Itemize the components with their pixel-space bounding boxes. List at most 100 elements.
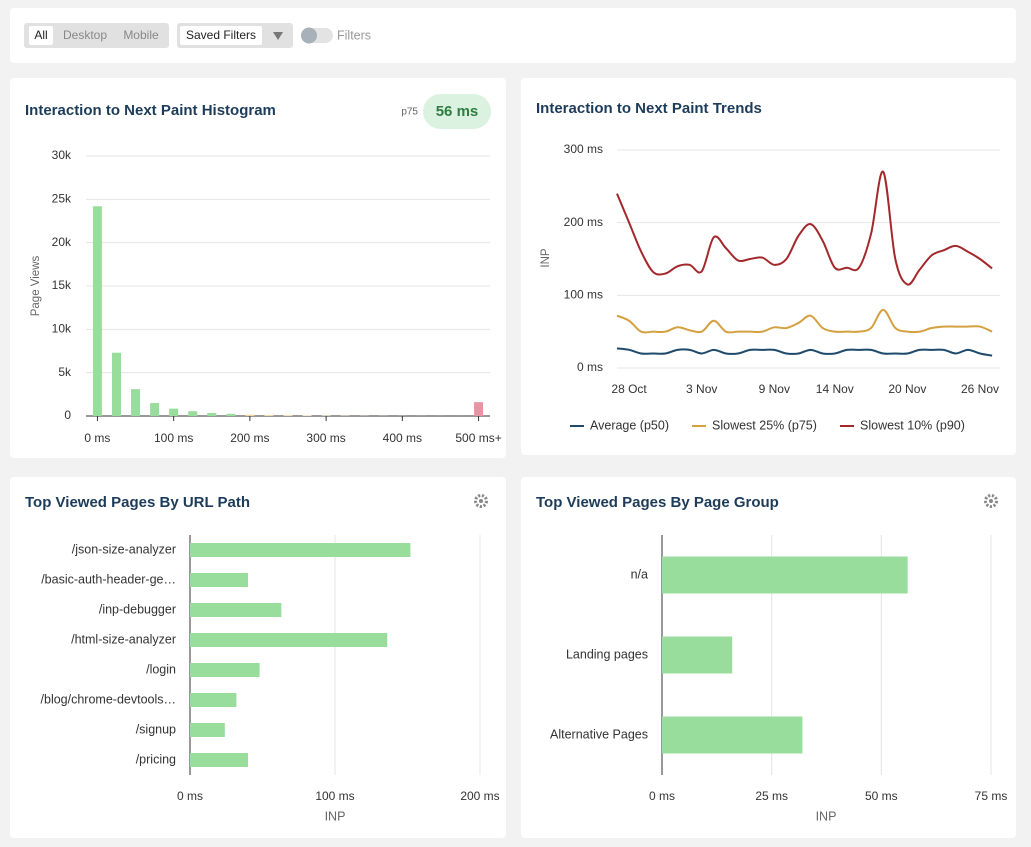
x-tick-label: 28 Oct	[611, 382, 647, 396]
bar	[226, 413, 236, 416]
x-tick-label: 75 ms	[975, 789, 1008, 803]
y-tick-label: 0 ms	[577, 360, 603, 374]
bar	[92, 206, 102, 416]
y-tick-label: Landing pages	[566, 647, 648, 661]
settings-icon[interactable]	[474, 494, 488, 508]
filters-label[interactable]: Filters	[337, 28, 371, 42]
x-tick-label: 3 Nov	[686, 382, 717, 396]
x-tick-label: 300 ms	[306, 431, 345, 445]
legend-label: Slowest 10% (p90)	[860, 418, 965, 432]
saved-filters-label[interactable]: Saved Filters	[186, 28, 256, 42]
gear[interactable]	[984, 494, 998, 508]
x-tick-label: 200 ms	[460, 789, 499, 803]
card	[521, 78, 1016, 455]
y-tick-label: 5k	[58, 365, 72, 379]
legend-label: Slowest 25% (p75)	[712, 418, 817, 432]
bar	[188, 411, 198, 416]
bar	[169, 408, 179, 416]
y-tick-label: 100 ms	[564, 288, 603, 302]
bar	[150, 403, 160, 416]
x-axis-label: INP	[816, 809, 837, 823]
bar	[245, 414, 255, 416]
y-axis-label: INP	[540, 248, 552, 268]
x-tick-label: 14 Nov	[816, 382, 854, 396]
badge-value: 56 ms	[436, 103, 479, 120]
x-tick-label: 0 ms	[177, 789, 203, 803]
chart-title: Top Viewed Pages By Page Group	[536, 494, 779, 511]
line-series	[616, 308, 993, 334]
bar	[190, 543, 411, 557]
dropdown-arrow[interactable]	[273, 32, 283, 40]
x-tick-label: 9 Nov	[759, 382, 790, 396]
chart-title: Interaction to Next Paint Trends	[536, 100, 762, 117]
bar	[283, 415, 293, 416]
badge-label: p75	[401, 107, 418, 118]
chart-title: Top Viewed Pages By URL Path	[25, 494, 250, 511]
y-tick-label: 0	[64, 408, 71, 422]
x-tick-label: 100 ms	[315, 789, 354, 803]
y-tick-label: 25k	[52, 192, 72, 206]
bar	[207, 412, 217, 416]
x-tick-label: 0 ms	[649, 789, 675, 803]
x-tick-label: 0 ms	[84, 431, 110, 445]
bar	[662, 636, 733, 674]
x-tick-label: 200 ms	[230, 431, 269, 445]
y-tick-label: 15k	[52, 278, 72, 292]
device-option[interactable]: All	[34, 28, 47, 42]
y-tick-label: n/a	[631, 567, 648, 581]
line-series	[616, 170, 993, 286]
y-tick-label: /html-size-analyzer	[71, 632, 176, 646]
y-tick-label: 10k	[52, 322, 72, 336]
device-switch[interactable]	[24, 23, 169, 48]
badge	[423, 94, 491, 129]
x-axis-label: INP	[325, 809, 346, 823]
device-active	[29, 26, 53, 45]
y-axis-label: Page Views	[30, 255, 42, 316]
device-option[interactable]: Mobile	[123, 28, 159, 42]
bar	[264, 415, 274, 416]
bar	[474, 402, 484, 416]
bar	[662, 556, 908, 594]
toolbar	[10, 8, 1016, 63]
y-tick-label: /pricing	[136, 752, 176, 766]
y-tick-label: 20k	[52, 235, 72, 249]
y-tick-label: /login	[146, 662, 176, 676]
line-series	[616, 347, 993, 357]
toggle-knob[interactable]	[301, 27, 317, 44]
card	[10, 78, 506, 458]
settings-icon[interactable]	[984, 494, 998, 508]
device-option[interactable]: Desktop	[63, 28, 107, 42]
chart-title: Interaction to Next Paint Histogram	[25, 102, 276, 119]
y-tick-label: 300 ms	[564, 142, 603, 156]
y-tick-label: /signup	[136, 722, 176, 736]
bar	[662, 716, 803, 754]
y-tick-label: /blog/chrome-devtools…	[41, 692, 176, 706]
bar	[302, 415, 312, 416]
gear-center[interactable]	[989, 499, 993, 503]
y-tick-label: 30k	[52, 148, 72, 162]
x-tick-label: 25 ms	[755, 789, 788, 803]
bar	[111, 352, 121, 416]
gear-center[interactable]	[479, 499, 483, 503]
card	[10, 477, 506, 838]
x-tick-label: 400 ms	[383, 431, 422, 445]
gear[interactable]	[474, 494, 488, 508]
bar	[190, 723, 225, 737]
y-tick-label: /inp-debugger	[99, 602, 176, 616]
y-tick-label: /basic-auth-header-ge…	[41, 572, 176, 586]
y-tick-label: /json-size-analyzer	[72, 542, 176, 556]
bar	[190, 633, 388, 647]
x-tick-label: 500 ms+	[455, 431, 501, 445]
bar	[190, 573, 248, 587]
x-tick-label: 50 ms	[865, 789, 898, 803]
saved-filters-box	[180, 26, 262, 45]
x-tick-label: 20 Nov	[888, 382, 926, 396]
x-tick-label: 100 ms	[154, 431, 193, 445]
bar	[190, 693, 237, 707]
bar	[190, 603, 282, 617]
legend-label: Average (p50)	[590, 418, 669, 432]
y-tick-label: Alternative Pages	[550, 727, 648, 741]
x-tick-label: 26 Nov	[961, 382, 999, 396]
